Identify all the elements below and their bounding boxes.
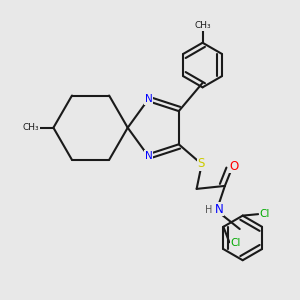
Text: Cl: Cl [231, 238, 241, 248]
Text: S: S [197, 157, 205, 170]
Text: Cl: Cl [260, 208, 270, 219]
Text: N: N [145, 151, 153, 161]
Text: CH₃: CH₃ [194, 21, 211, 30]
Text: H: H [206, 205, 213, 215]
Text: N: N [214, 202, 223, 216]
Text: CH₃: CH₃ [23, 123, 39, 132]
Text: N: N [145, 94, 153, 104]
Text: O: O [230, 160, 239, 172]
